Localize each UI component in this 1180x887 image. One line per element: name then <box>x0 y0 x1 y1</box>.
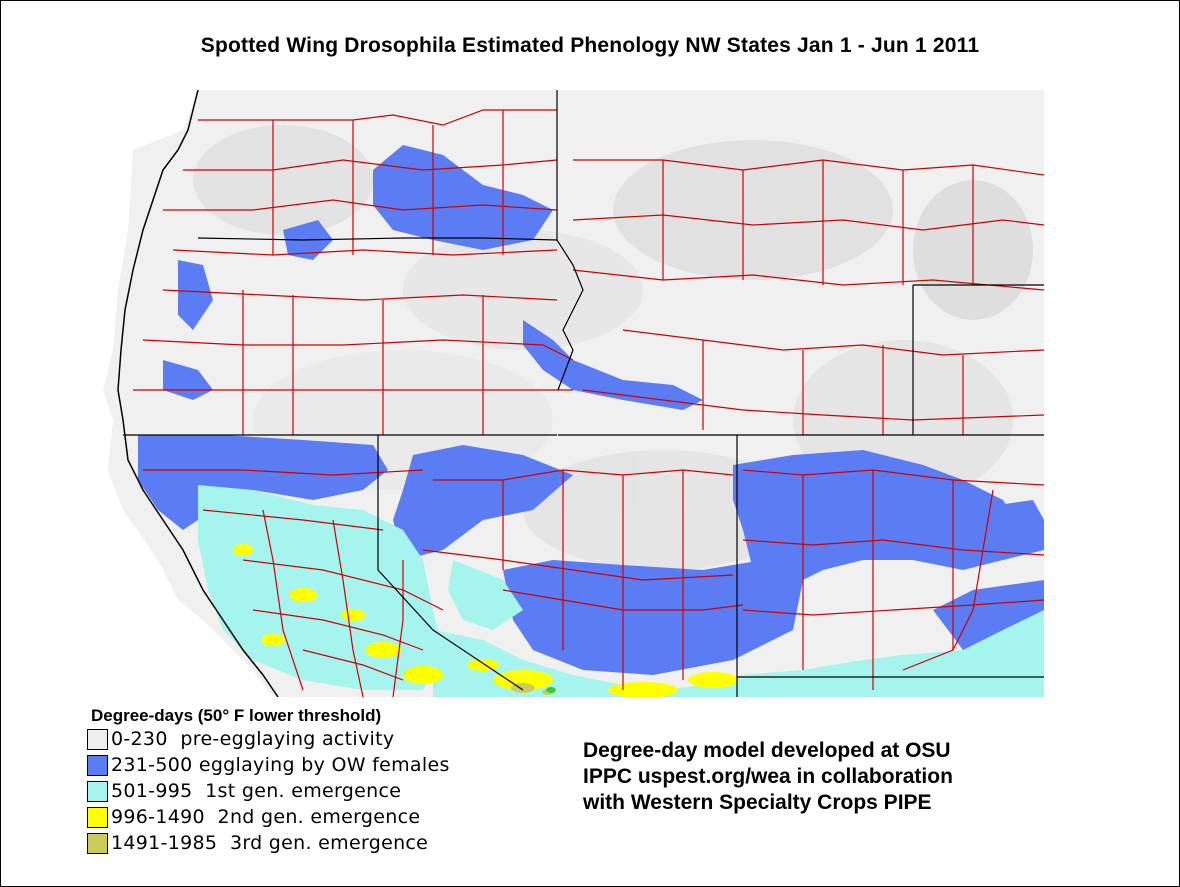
credit-line: IPPC uspest.org/wea in collaboration <box>583 765 953 788</box>
legend-label: 1491-1985 3rd gen. emergence <box>111 832 429 854</box>
county-borders <box>133 109 1044 697</box>
legend-swatch <box>87 754 108 776</box>
legend-swatch <box>87 780 108 802</box>
credit-block: Degree-day model developed at OSU IPPC u… <box>583 738 953 816</box>
zone-501-995 <box>198 485 1044 697</box>
credit-line: with Western Specialty Crops PIPE <box>583 791 932 814</box>
phenology-map <box>103 90 1044 697</box>
state-borders <box>123 90 1044 697</box>
legend-swatch <box>87 806 108 828</box>
legend-swatch <box>87 832 108 854</box>
zone-231-500 <box>138 145 1044 675</box>
legend-item: 0-230 pre-egglaying activity <box>87 726 527 752</box>
legend-label: 231-500 egglaying by OW females <box>111 754 450 776</box>
legend-item: 996-1490 2nd gen. emergence <box>87 804 527 830</box>
legend-title: Degree-days (50° F lower threshold) <box>91 706 382 725</box>
legend-label: 0-230 pre-egglaying activity <box>111 728 395 750</box>
ocean-north <box>103 90 198 390</box>
legend-item: 1491-1985 3rd gen. emergence <box>87 830 527 856</box>
legend-label: 501-995 1st gen. emergence <box>111 780 402 802</box>
hot-spot <box>546 687 556 693</box>
ocean-south <box>103 390 273 697</box>
legend-label: 996-1490 2nd gen. emergence <box>111 806 421 828</box>
legend-swatch <box>87 728 108 750</box>
coastline <box>117 90 279 697</box>
legend: Degree-days (50° F lower threshold) 0-23… <box>87 706 527 856</box>
legend-item: 501-995 1st gen. emergence <box>87 778 527 804</box>
zone-996-1490 <box>233 544 738 697</box>
legend-item: 231-500 egglaying by OW females <box>87 752 527 778</box>
credit-line: Degree-day model developed at OSU <box>583 739 951 762</box>
map-title: Spotted Wing Drosophila Estimated Phenol… <box>200 34 980 57</box>
